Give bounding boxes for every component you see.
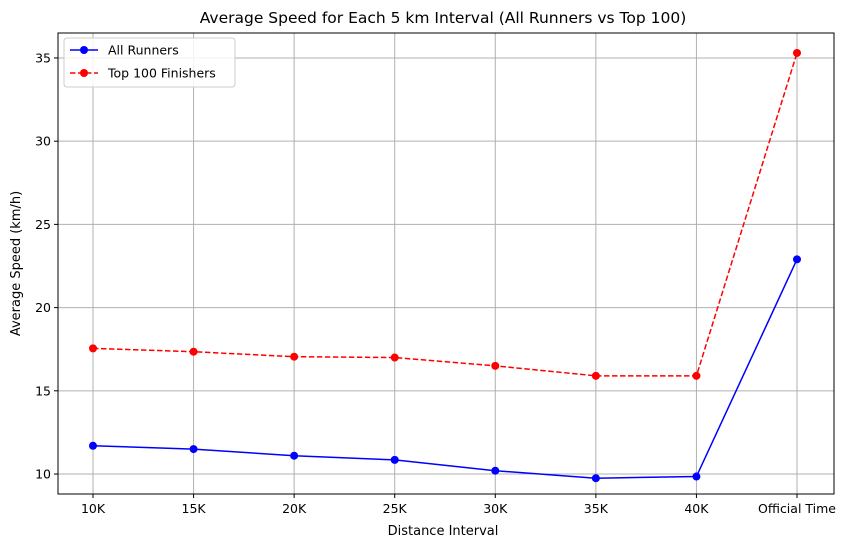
plot-frame: [57, 32, 835, 495]
y-tick-label: 15: [35, 383, 51, 398]
y-tick-label: 35: [35, 50, 51, 65]
data-point: [491, 466, 500, 475]
x-axis-label: Distance Interval: [388, 524, 499, 539]
data-point: [89, 344, 97, 353]
y-axis: 10 15 20 25 30 35: [35, 50, 58, 482]
legend-marker: [80, 69, 88, 77]
x-tick-label: 25K: [383, 501, 408, 516]
data-point: [591, 474, 600, 483]
x-tick-label: Official Time: [758, 501, 836, 516]
legend-marker: [80, 46, 88, 54]
chart-title: Average Speed for Each 5 km Interval (Al…: [200, 9, 687, 27]
legend-label: Top 100 Finishers: [107, 66, 216, 81]
y-tick-label: 25: [35, 217, 51, 232]
x-axis: 10K 15K 20K 25K 30K 35K 40K Official Time: [81, 494, 836, 516]
y-tick-label: 20: [35, 300, 51, 315]
data-point: [89, 441, 97, 450]
data-point: [793, 255, 801, 264]
x-tick-label: 10K: [81, 501, 106, 516]
data-point: [491, 361, 500, 370]
legend-label: All Runners: [108, 43, 179, 58]
x-tick-label: 15K: [182, 501, 207, 516]
y-axis-label: Average Speed (km/h): [9, 191, 24, 336]
x-tick-label: 30K: [483, 501, 508, 516]
data-point: [591, 371, 600, 380]
series-layer: [89, 48, 801, 483]
legend: All Runners Top 100 Finishers: [63, 37, 236, 88]
series-line-2: [92, 52, 798, 377]
y-tick-label: 10: [35, 467, 51, 482]
data-point: [390, 455, 399, 464]
x-tick-label: 40K: [684, 501, 709, 516]
y-tick-label: 30: [35, 134, 51, 149]
data-point: [692, 472, 701, 481]
data-point: [692, 371, 701, 380]
series-line-1: [92, 259, 798, 479]
data-point: [290, 352, 299, 361]
data-point: [189, 347, 198, 356]
grid-lines: [58, 33, 834, 494]
data-point: [189, 445, 198, 454]
data-point: [793, 48, 801, 57]
data-point: [290, 451, 299, 460]
legend-box: [63, 37, 236, 88]
x-tick-label: 20K: [282, 501, 307, 516]
data-point: [390, 353, 399, 362]
x-tick-label: 35K: [584, 501, 609, 516]
